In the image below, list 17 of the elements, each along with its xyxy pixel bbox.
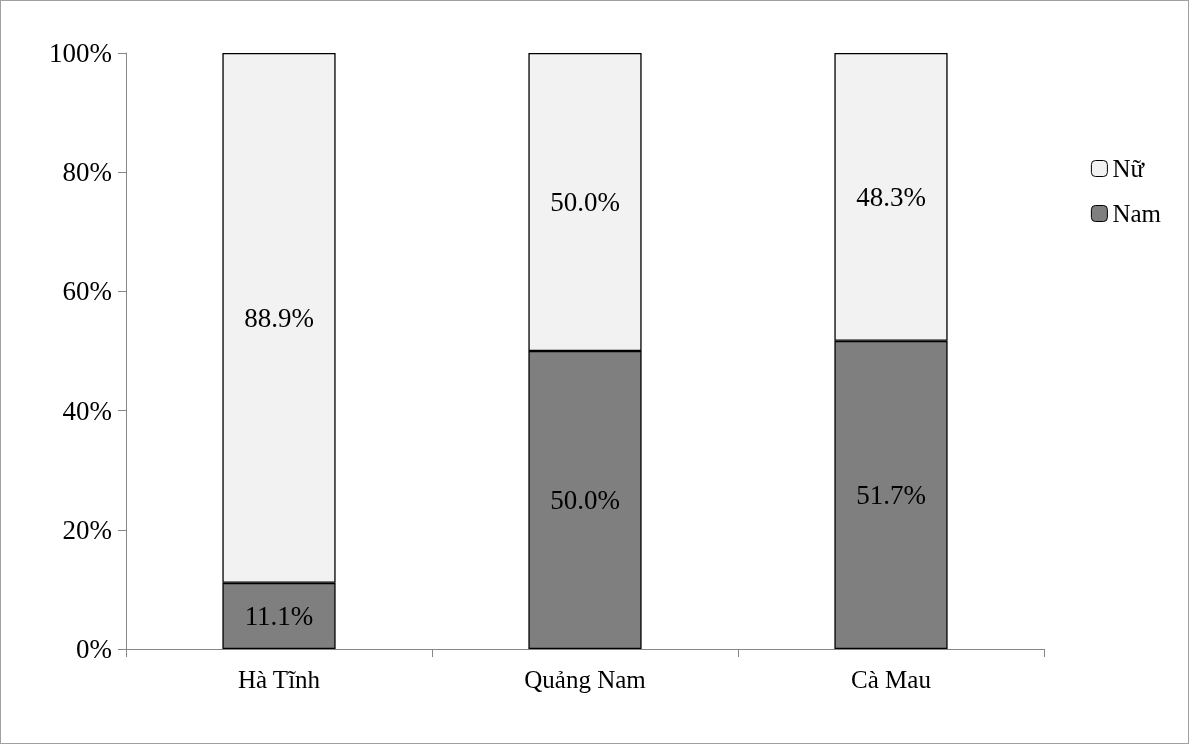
y-tick-label: 0%: [76, 634, 112, 664]
data-label: 51.7%: [856, 479, 926, 510]
y-tick-label: 60%: [62, 276, 112, 307]
data-label: 11.1%: [244, 600, 314, 631]
y-tick-label: 20%: [62, 514, 112, 545]
y-tick-label: 40%: [62, 395, 112, 426]
data-label: 48.3%: [856, 181, 926, 212]
data-label: 50.0%: [550, 485, 620, 515]
legend-label: Nữ: [1112, 155, 1146, 182]
x-tick-label: Hà Tĩnh: [237, 666, 321, 693]
y-tick-label: 100%: [49, 38, 112, 68]
y-tick-label: 80%: [62, 157, 112, 188]
x-tick-label: Quảng Nam: [524, 666, 647, 693]
data-label: 88.9%: [244, 302, 314, 333]
x-tick-label: Cà Mau: [851, 666, 932, 693]
data-label: 50.0%: [550, 187, 620, 217]
legend-label: Nam: [1112, 200, 1162, 227]
